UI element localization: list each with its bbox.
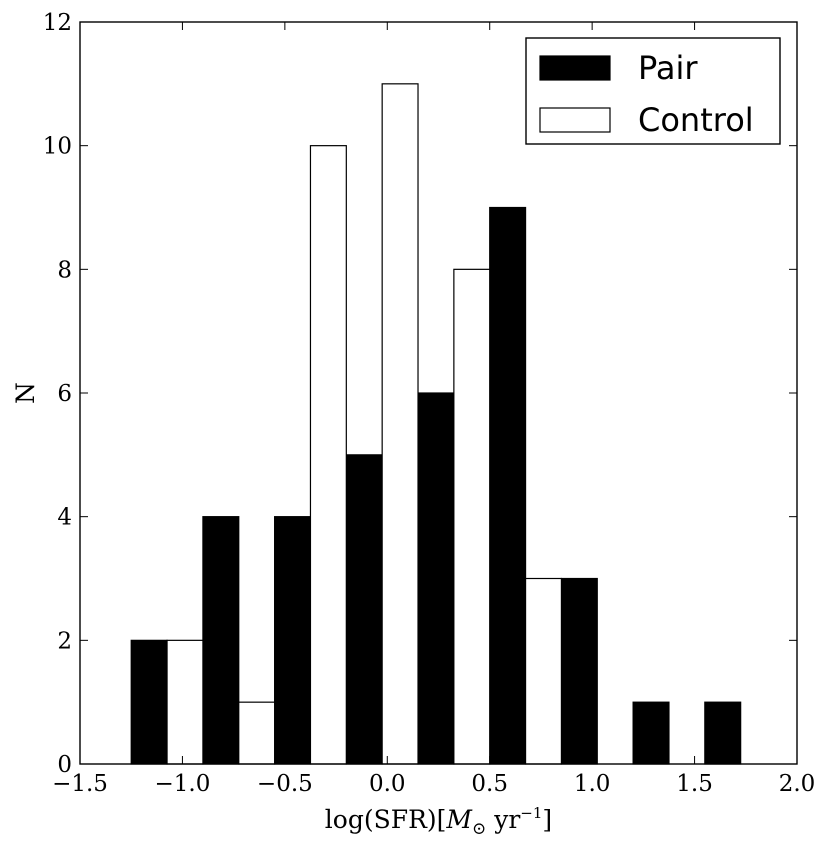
bar-pair-7 <box>632 701 670 765</box>
legend-swatch-pair <box>539 55 611 81</box>
bar-control-5 <box>524 577 563 765</box>
x-axis-title-symbol: M <box>445 805 473 834</box>
y-tick-label-6: 12 <box>43 10 72 36</box>
x-axis-title-main: log(SFR)[ <box>325 805 447 834</box>
x-axis-title-superscript: −1 <box>520 804 542 822</box>
bar-control-2 <box>309 145 347 765</box>
bar-pair-2 <box>274 516 312 765</box>
x-axis-title-close: ] <box>542 805 552 834</box>
plot-frame <box>79 21 798 765</box>
y-tick-label-4: 8 <box>57 257 72 283</box>
y-tick-label-3: 6 <box>57 381 72 407</box>
bar-control-3 <box>381 83 419 765</box>
x-tick-label-0: −1.5 <box>52 771 108 797</box>
x-tick-label-1: −1.0 <box>154 771 210 797</box>
legend-label-pair: Pair <box>638 49 698 87</box>
y-tick-label-0: 0 <box>57 752 72 778</box>
x-tick-label-6: 1.5 <box>676 771 713 797</box>
tick-labels-group: −1.5 −1.0 −0.5 0.0 0.5 1.0 1.5 2.0 0 2 4 6 8 10 12 <box>43 10 816 797</box>
y-tick-label-1: 2 <box>57 628 72 654</box>
bar-control-4 <box>453 268 491 765</box>
legend: Pair Control <box>525 37 781 145</box>
x-tick-label-3: 0.0 <box>369 771 406 797</box>
bar-pair-0 <box>130 639 168 765</box>
x-tick-label-7: 2.0 <box>779 771 816 797</box>
bars-group <box>130 83 742 765</box>
y-tick-label-2: 4 <box>57 505 72 531</box>
bar-pair-6 <box>560 577 598 765</box>
bar-pair-5 <box>489 206 527 765</box>
x-axis-title: log(SFR)[M⊙ yr−1] <box>325 804 552 839</box>
x-tick-label-4: 0.5 <box>471 771 508 797</box>
bar-control-1 <box>238 701 276 765</box>
bar-pair-4 <box>417 392 455 765</box>
bar-pair-3 <box>345 454 383 765</box>
legend-label-control: Control <box>638 101 754 139</box>
x-axis-title-unit: yr <box>486 805 520 834</box>
x-tick-label-5: 1.0 <box>574 771 611 797</box>
legend-swatch-control <box>539 107 611 133</box>
bar-pair-8 <box>704 701 742 765</box>
y-axis-title: N <box>11 382 40 404</box>
x-tick-label-2: −0.5 <box>257 771 313 797</box>
y-tick-label-5: 10 <box>43 134 72 160</box>
bar-pair-1 <box>202 516 240 765</box>
x-axis-title-subscript: ⊙ <box>472 819 486 839</box>
bar-control-0 <box>166 639 204 765</box>
